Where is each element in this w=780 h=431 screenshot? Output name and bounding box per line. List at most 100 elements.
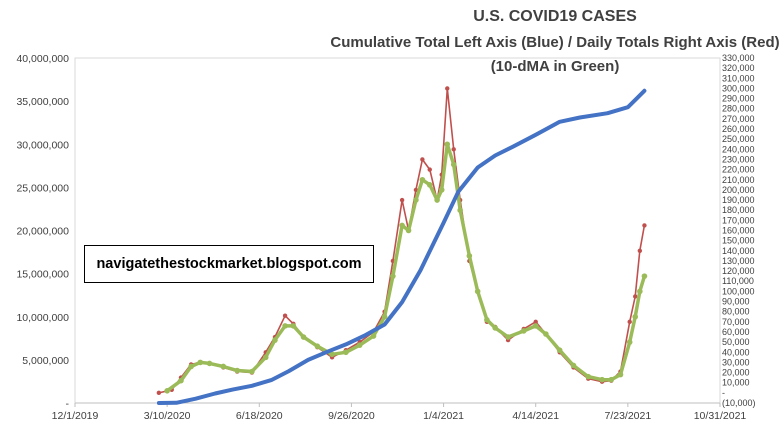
data-point [356, 342, 363, 348]
right-tick-label: 320,000 [722, 63, 755, 73]
right-tick-label: 220,000 [722, 165, 755, 175]
left-tick-label: 10,000,000 [16, 312, 69, 324]
right-tick-label: 260,000 [722, 124, 755, 134]
data-point [585, 373, 592, 380]
right-tick-label: 150,000 [722, 236, 755, 246]
data-point [626, 339, 633, 345]
data-point [206, 360, 213, 367]
data-point [220, 363, 227, 370]
right-tick-label: 40,000 [722, 347, 750, 357]
left-tick-label: 30,000,000 [16, 139, 69, 151]
right-tick-label: 280,000 [722, 104, 755, 114]
data-point [637, 248, 643, 253]
x-tick-label: 10/31/2021 [694, 410, 747, 422]
data-point [413, 197, 419, 203]
series-line [156, 88, 647, 405]
right-tick-label: 70,000 [722, 317, 750, 327]
data-point [370, 333, 377, 339]
right-tick-label: 160,000 [722, 226, 755, 236]
right-tick-label: 330,000 [722, 53, 755, 63]
data-point [234, 367, 240, 374]
right-tick-label: 230,000 [722, 154, 755, 164]
right-tick-label: 290,000 [722, 94, 755, 104]
data-point [427, 167, 432, 172]
data-point [188, 363, 194, 370]
right-tick-label: 130,000 [722, 256, 755, 266]
left-tick-label: 35,000,000 [16, 96, 69, 108]
right-tick-label: 110,000 [722, 276, 754, 286]
x-tick-label: 9/26/2020 [328, 410, 375, 422]
watermark-box: navigatethestockmarket.blogspot.com [84, 245, 374, 283]
x-tick-label: 3/10/2020 [144, 410, 191, 422]
data-point [434, 197, 440, 203]
chart-title: U.S. COVID19 CASES [473, 8, 637, 25]
right-tick-label: (10,000) [722, 398, 756, 408]
left-tick-label: 15,000,000 [16, 269, 69, 281]
right-tick-label: 10,000 [722, 378, 750, 388]
data-point [197, 359, 204, 366]
x-axis: 12/1/2019 3/10/2020 6/18/2020 9/26/2020 1/4/… [52, 402, 747, 422]
right-tick-label: 140,000 [722, 246, 755, 256]
data-point [426, 182, 433, 188]
left-tick-label: 20,000,000 [16, 226, 69, 238]
x-tick-label: 12/1/2019 [52, 410, 99, 422]
data-point [450, 161, 457, 168]
x-tick-label: 1/4/2021 [423, 410, 464, 422]
right-tick-label: 60,000 [722, 327, 750, 337]
data-point [637, 288, 643, 295]
right-tick-label: 190,000 [722, 195, 755, 205]
right-tick-label: 80,000 [722, 307, 750, 317]
data-point [399, 222, 405, 229]
data-point [405, 227, 412, 234]
right-tick-label: 180,000 [722, 205, 755, 215]
right-tick-label: 100,000 [722, 286, 755, 296]
chart-subtitle-ma: (10-dMA in Green) [490, 58, 620, 75]
data-point [329, 351, 335, 358]
data-point [533, 319, 538, 325]
data-point [641, 273, 648, 279]
data-point [520, 328, 527, 334]
data-point [262, 354, 269, 361]
series-cumulative-total [156, 88, 647, 405]
data-point [343, 349, 349, 356]
data-point [543, 331, 549, 337]
right-tick-label: 30,000 [722, 357, 750, 367]
left-tick-label: 5,000,000 [22, 355, 69, 367]
series-layer [156, 86, 648, 405]
data-point [178, 377, 184, 384]
data-point [314, 343, 321, 349]
x-tick-label: 4/14/2021 [512, 410, 559, 422]
data-point [466, 253, 473, 259]
x-tick-label: 6/18/2020 [236, 410, 283, 422]
data-point [272, 337, 278, 343]
right-tick-label: 200,000 [722, 185, 755, 195]
left-axis: - 5,000,000 10,000,000 15,000,000 20,000,000… [16, 53, 69, 410]
data-point [632, 313, 639, 320]
right-tick-label: 300,000 [722, 83, 755, 93]
right-tick-label: 270,000 [722, 114, 755, 124]
right-axis: (10,000)-10,00020,00030,00040,00050,0006… [722, 53, 756, 408]
data-point [505, 334, 511, 340]
data-point [457, 207, 463, 214]
data-point [438, 187, 445, 193]
series-10-dma [164, 141, 648, 394]
data-point [570, 362, 577, 369]
left-tick-label: 25,000,000 [16, 182, 69, 194]
right-tick-label: 310,000 [722, 73, 755, 83]
series-line [165, 142, 647, 393]
data-point [474, 288, 481, 295]
data-point [399, 197, 405, 203]
data-point [599, 376, 605, 383]
data-point [282, 313, 288, 318]
data-point [642, 223, 647, 228]
right-tick-label: 210,000 [722, 175, 755, 185]
data-point [633, 294, 638, 299]
data-point [627, 319, 632, 325]
data-point [492, 325, 498, 331]
right-tick-label: 20,000 [722, 368, 750, 378]
data-point [381, 313, 388, 320]
chart-subtitle: Cumulative Total Left Axis (Blue) / Dail… [330, 34, 780, 51]
right-tick-label: 240,000 [722, 144, 755, 154]
data-point [451, 147, 456, 152]
